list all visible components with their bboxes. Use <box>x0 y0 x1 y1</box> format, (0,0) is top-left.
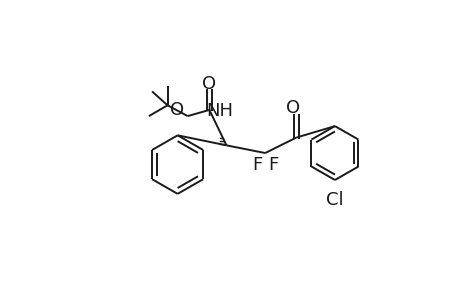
Text: O: O <box>202 75 216 93</box>
Text: O: O <box>170 101 184 119</box>
Text: NH: NH <box>206 102 232 120</box>
Text: O: O <box>285 99 300 117</box>
Text: F: F <box>267 156 278 174</box>
Text: F: F <box>252 156 262 174</box>
Text: Cl: Cl <box>325 191 343 209</box>
